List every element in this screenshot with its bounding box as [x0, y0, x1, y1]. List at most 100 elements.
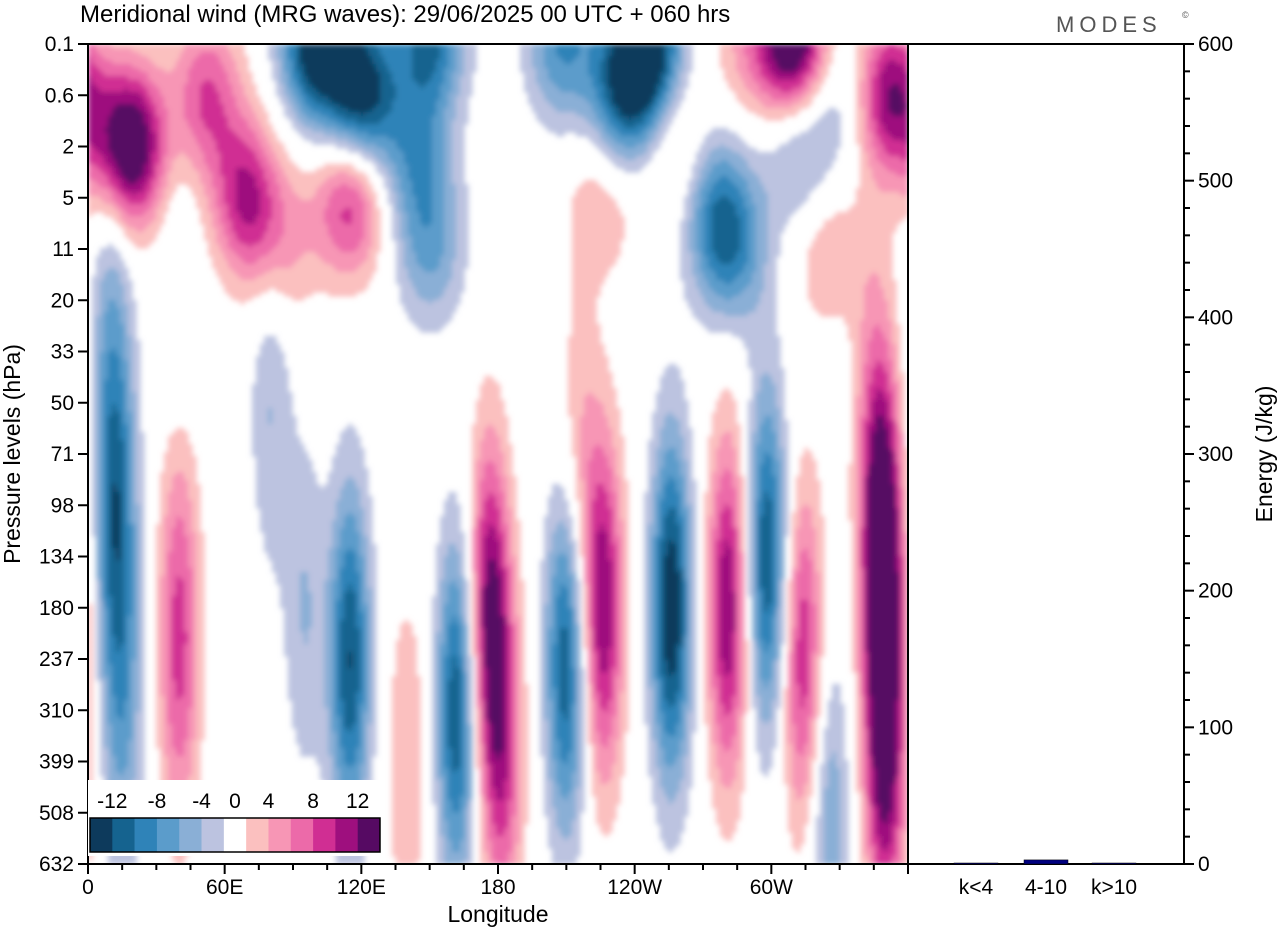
heatmap-cell [752, 396, 757, 401]
heatmap-cell [444, 208, 457, 213]
heatmap-cell [740, 228, 749, 233]
heatmap-cell [176, 472, 185, 477]
heatmap-cell [112, 152, 149, 157]
heatmap-cell [432, 212, 445, 217]
heatmap-cell [536, 68, 549, 73]
heatmap-cell [888, 308, 897, 313]
heatmap-cell [108, 420, 121, 425]
heatmap-cell [784, 456, 789, 461]
heatmap-cell [704, 496, 713, 501]
heatmap-cell [620, 488, 629, 493]
heatmap-cell [704, 544, 709, 549]
heatmap-cell [748, 220, 757, 225]
heatmap-cell [92, 284, 101, 289]
heatmap-cell [508, 552, 513, 557]
heatmap-cell [160, 180, 169, 185]
heatmap-cell [684, 488, 689, 493]
heatmap-cell [760, 564, 773, 569]
heatmap-cell [580, 440, 613, 445]
heatmap-cell [716, 496, 737, 501]
heatmap-cell [100, 404, 105, 409]
heatmap-cell [504, 508, 513, 513]
heatmap-cell [580, 420, 609, 425]
heatmap-cell [652, 520, 657, 525]
heatmap-cell [780, 412, 785, 417]
heatmap-cell [100, 152, 113, 157]
heatmap-cell [716, 492, 737, 497]
heatmap-cell [208, 244, 221, 249]
heatmap-cell [496, 528, 501, 533]
heatmap-cell [96, 436, 101, 441]
heatmap-cell [864, 388, 869, 393]
heatmap-cell [156, 532, 165, 537]
heatmap-cell [796, 556, 801, 561]
heatmap-cell [668, 84, 673, 89]
heatmap-cell [96, 404, 101, 409]
heatmap-cell [608, 532, 613, 537]
heatmap-cell [888, 168, 908, 173]
heatmap-cell [680, 76, 689, 81]
heatmap-cell [580, 416, 609, 421]
heatmap-cell [856, 104, 861, 109]
heatmap-cell [592, 552, 597, 557]
heatmap-cell [120, 504, 125, 509]
heatmap-cell [780, 524, 785, 529]
heatmap-cell [872, 88, 881, 93]
heatmap-cell [620, 544, 625, 549]
heatmap-cell [160, 500, 169, 505]
heatmap-cell [336, 128, 357, 133]
heatmap-cell [336, 500, 361, 505]
heatmap-cell [820, 312, 865, 317]
heatmap-cell [588, 484, 597, 489]
heatmap-cell [376, 164, 385, 169]
heatmap-cell [184, 472, 197, 477]
heatmap-cell [868, 388, 877, 393]
heatmap-cell [588, 72, 601, 77]
heatmap-cell [316, 168, 357, 173]
heatmap-cell [360, 544, 369, 549]
heatmap-cell [504, 512, 513, 517]
heatmap-cell [868, 160, 881, 165]
heatmap-cell [792, 520, 801, 525]
heatmap-cell [508, 488, 517, 493]
heatmap-cell [212, 176, 225, 181]
heatmap-cell [400, 184, 413, 189]
heatmap-cell [804, 448, 809, 453]
heatmap-cell [768, 64, 777, 69]
heatmap-cell [780, 444, 789, 449]
heatmap-cell [680, 536, 685, 541]
heatmap-cell [448, 104, 457, 109]
heatmap-cell [484, 540, 501, 545]
heatmap-cell [660, 548, 669, 553]
heatmap-cell [648, 524, 657, 529]
heatmap-cell [700, 252, 705, 257]
heatmap-cell [564, 520, 573, 525]
heatmap-cell [184, 48, 229, 53]
heatmap-cell [100, 284, 125, 289]
heatmap-cell [100, 312, 105, 317]
heatmap-cell [868, 436, 873, 441]
heatmap-cell [292, 184, 321, 189]
heatmap-cell [496, 432, 509, 437]
heatmap-cell [128, 200, 145, 205]
heatmap-cell [264, 132, 277, 137]
heatmap-cell [704, 324, 777, 329]
heatmap-cell [500, 520, 505, 525]
heatmap-cell [400, 284, 413, 289]
heatmap-cell [692, 268, 701, 273]
heatmap-cell [548, 504, 569, 509]
heatmap-cell [108, 368, 121, 373]
heatmap-cell [708, 536, 713, 541]
heatmap-cell [268, 180, 277, 185]
heatmap-cell [764, 264, 777, 269]
heatmap-cell [132, 528, 137, 533]
heatmap-cell [136, 544, 141, 549]
heatmap-cell [104, 424, 109, 429]
heatmap-cell [280, 76, 289, 81]
heatmap-cell [104, 392, 125, 397]
heatmap-cell [116, 352, 125, 357]
heatmap-cell [296, 48, 301, 53]
heatmap-cell [776, 528, 781, 533]
heatmap-cell [296, 64, 305, 69]
heatmap-cell [328, 200, 365, 205]
